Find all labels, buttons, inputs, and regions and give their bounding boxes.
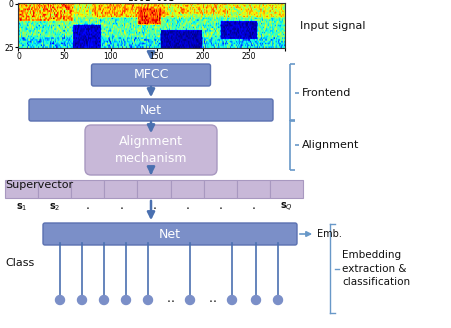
Text: $\cdot$: $\cdot$ bbox=[207, 294, 212, 306]
FancyBboxPatch shape bbox=[29, 99, 272, 121]
FancyBboxPatch shape bbox=[104, 180, 137, 198]
Text: Class: Class bbox=[5, 258, 34, 268]
Text: Net: Net bbox=[159, 228, 180, 240]
Text: $\cdot$: $\cdot$ bbox=[211, 294, 216, 306]
Circle shape bbox=[227, 296, 236, 304]
FancyBboxPatch shape bbox=[38, 180, 71, 198]
Circle shape bbox=[273, 296, 282, 304]
Text: Emb.: Emb. bbox=[316, 229, 341, 239]
Circle shape bbox=[121, 296, 130, 304]
FancyBboxPatch shape bbox=[91, 64, 210, 86]
Text: Input signal: Input signal bbox=[299, 21, 365, 31]
FancyBboxPatch shape bbox=[43, 223, 296, 245]
Text: $\mathbf{s}_Q$: $\mathbf{s}_Q$ bbox=[279, 201, 292, 214]
FancyBboxPatch shape bbox=[269, 180, 302, 198]
Text: Net: Net bbox=[140, 104, 161, 116]
Text: $\cdot$: $\cdot$ bbox=[152, 201, 156, 214]
Text: MFCC: MFCC bbox=[133, 69, 168, 81]
Text: $\cdot$: $\cdot$ bbox=[166, 294, 170, 306]
Title: I001-001: I001-001 bbox=[128, 0, 175, 3]
Circle shape bbox=[251, 296, 260, 304]
Text: Alignment
mechanism: Alignment mechanism bbox=[115, 135, 187, 165]
Circle shape bbox=[77, 296, 86, 304]
FancyBboxPatch shape bbox=[170, 180, 203, 198]
Text: Supervector: Supervector bbox=[5, 180, 73, 190]
Circle shape bbox=[143, 296, 152, 304]
Text: Embedding
extraction &
classification: Embedding extraction & classification bbox=[341, 250, 409, 287]
FancyBboxPatch shape bbox=[85, 125, 216, 175]
Text: $\cdot$: $\cdot$ bbox=[85, 201, 90, 214]
FancyBboxPatch shape bbox=[5, 180, 38, 198]
Text: $\mathbf{s}_1$: $\mathbf{s}_1$ bbox=[16, 201, 27, 213]
Circle shape bbox=[55, 296, 64, 304]
FancyBboxPatch shape bbox=[203, 180, 236, 198]
FancyBboxPatch shape bbox=[236, 180, 269, 198]
Text: $\mathbf{s}_2$: $\mathbf{s}_2$ bbox=[49, 201, 60, 213]
Circle shape bbox=[99, 296, 108, 304]
Text: $\cdot$: $\cdot$ bbox=[169, 294, 174, 306]
Text: Frontend: Frontend bbox=[301, 88, 350, 97]
Text: $\cdot$: $\cdot$ bbox=[184, 201, 189, 214]
Text: $\cdot$: $\cdot$ bbox=[250, 201, 255, 214]
Text: Alignment: Alignment bbox=[301, 140, 359, 150]
Text: $\cdot$: $\cdot$ bbox=[118, 201, 123, 214]
Circle shape bbox=[185, 296, 194, 304]
FancyBboxPatch shape bbox=[137, 180, 170, 198]
FancyBboxPatch shape bbox=[71, 180, 104, 198]
Text: $\cdot$: $\cdot$ bbox=[217, 201, 222, 214]
